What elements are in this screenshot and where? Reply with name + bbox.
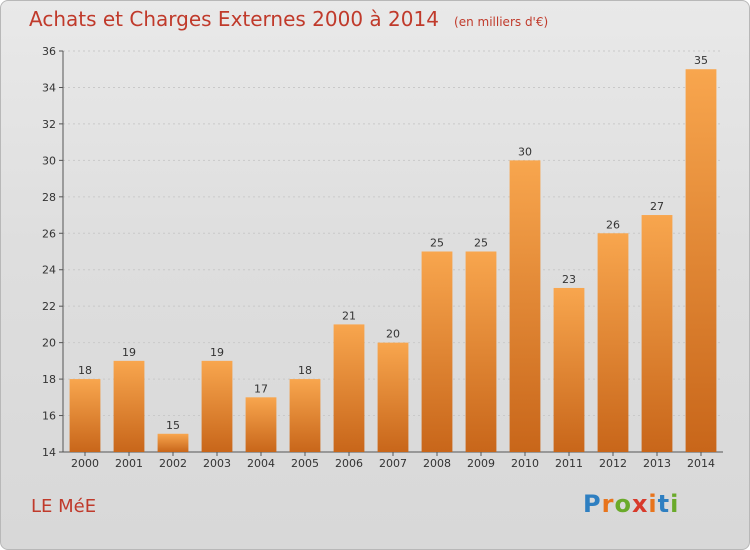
bar-2005 bbox=[289, 379, 321, 452]
logo-letter: o bbox=[614, 490, 632, 518]
x-tick-label: 2014 bbox=[687, 457, 715, 470]
bar-2010 bbox=[509, 160, 541, 452]
x-tick-label: 2006 bbox=[335, 457, 363, 470]
y-tick-label: 16 bbox=[42, 410, 56, 423]
bar-2003 bbox=[201, 360, 233, 452]
value-label: 27 bbox=[650, 200, 664, 213]
value-label: 18 bbox=[298, 364, 312, 377]
y-tick-label: 34 bbox=[42, 81, 56, 94]
x-tick-label: 2012 bbox=[599, 457, 627, 470]
value-label: 21 bbox=[342, 309, 356, 322]
chart-header: Achats et Charges Externes 2000 à 2014 (… bbox=[29, 7, 548, 31]
bar-2004 bbox=[245, 397, 277, 452]
y-tick-label: 32 bbox=[42, 118, 56, 131]
y-tick-label: 20 bbox=[42, 337, 56, 350]
x-tick-label: 2005 bbox=[291, 457, 319, 470]
x-tick-label: 2003 bbox=[203, 457, 231, 470]
x-tick-label: 2008 bbox=[423, 457, 451, 470]
bar-2008 bbox=[421, 251, 453, 452]
chart-unit: (en milliers d'€) bbox=[454, 15, 549, 29]
x-tick-label: 2001 bbox=[115, 457, 143, 470]
bar-2011 bbox=[553, 287, 585, 452]
value-label: 19 bbox=[210, 346, 224, 359]
logo-letter: P bbox=[583, 490, 602, 518]
proxiti-logo: Proxiti bbox=[583, 490, 679, 518]
y-tick-label: 28 bbox=[42, 191, 56, 204]
y-tick-label: 24 bbox=[42, 264, 56, 277]
y-tick-label: 36 bbox=[42, 45, 56, 58]
y-tick-label: 26 bbox=[42, 227, 56, 240]
bar-2009 bbox=[465, 251, 497, 452]
logo-letter: x bbox=[631, 490, 649, 518]
value-label: 23 bbox=[562, 273, 576, 286]
bar-2006 bbox=[333, 324, 365, 452]
bar-2013 bbox=[641, 215, 673, 452]
y-tick-label: 18 bbox=[42, 373, 56, 386]
place-name: LE MéE bbox=[31, 496, 97, 517]
value-label: 17 bbox=[254, 382, 268, 395]
y-tick-label: 22 bbox=[42, 300, 56, 313]
bars bbox=[69, 69, 717, 453]
logo-letter: i bbox=[648, 490, 658, 518]
bar-2002 bbox=[157, 433, 189, 452]
value-label: 35 bbox=[694, 54, 708, 67]
bar-2000 bbox=[69, 379, 101, 452]
value-label: 20 bbox=[386, 328, 400, 341]
chart-title: Achats et Charges Externes 2000 à 2014 bbox=[29, 7, 439, 31]
bar-2001 bbox=[113, 360, 145, 452]
value-label: 18 bbox=[78, 364, 92, 377]
value-label: 26 bbox=[606, 218, 620, 231]
x-tick-label: 2011 bbox=[555, 457, 583, 470]
value-label: 30 bbox=[518, 145, 532, 158]
data-labels: 18 19 15 19 17 18 21 20 25 25 30 23 26 27 35 bbox=[78, 54, 708, 432]
y-tick-label: 14 bbox=[42, 446, 56, 459]
value-label: 19 bbox=[122, 346, 136, 359]
logo-letter: r bbox=[601, 490, 615, 518]
x-tick-label: 2007 bbox=[379, 457, 407, 470]
logo-letter: i bbox=[670, 490, 680, 518]
y-tick-label: 30 bbox=[42, 154, 56, 167]
x-tick-label: 2010 bbox=[511, 457, 539, 470]
bar-2014 bbox=[685, 69, 717, 453]
x-tick-label: 2009 bbox=[467, 457, 495, 470]
x-tick-label: 2000 bbox=[71, 457, 99, 470]
x-tick-label: 2004 bbox=[247, 457, 275, 470]
logo-letter: t bbox=[657, 490, 671, 518]
value-label: 15 bbox=[166, 419, 180, 432]
x-tick-label: 2013 bbox=[643, 457, 671, 470]
x-tick-label: 2002 bbox=[159, 457, 187, 470]
value-label: 25 bbox=[474, 237, 488, 250]
value-label: 25 bbox=[430, 237, 444, 250]
bar-2012 bbox=[597, 233, 629, 452]
bar-2007 bbox=[377, 342, 409, 452]
